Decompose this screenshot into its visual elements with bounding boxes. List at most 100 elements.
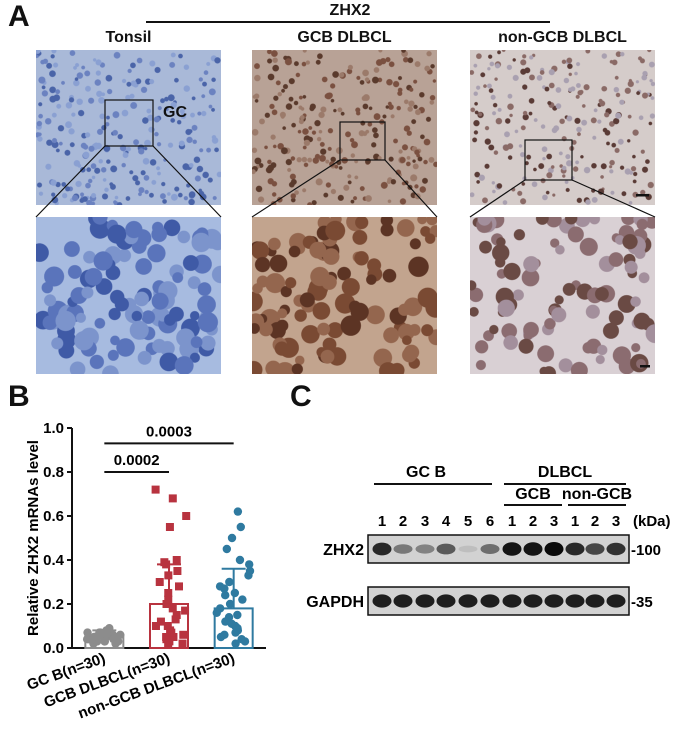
zoom-box-non-gcb	[524, 139, 573, 181]
data-point	[224, 613, 234, 622]
data-point	[231, 639, 240, 648]
data-point	[240, 637, 250, 646]
data-point	[151, 622, 160, 630]
data-point	[238, 595, 247, 604]
data-point	[155, 578, 164, 586]
zoom-box-tonsil	[104, 99, 154, 147]
subgroup-label-gcb: GCB	[515, 486, 551, 503]
panel-a-overlay	[35, 99, 656, 368]
zoom-line-gcb-right	[384, 159, 438, 218]
lane-number: 5	[464, 513, 472, 530]
y-tick-label: 0.8	[43, 464, 64, 481]
y-axis-label: Relative ZHX2 mRNAs level	[25, 440, 42, 636]
p-value-label: 0.0002	[114, 452, 160, 469]
zoom-line-non-gcb-right	[571, 179, 656, 218]
data-point	[225, 577, 234, 587]
panel-c-letter: C	[290, 380, 312, 413]
data-point	[233, 610, 242, 620]
lane-number: 4	[442, 513, 451, 530]
data-point	[151, 485, 160, 494]
zoom-line-tonsil-left	[35, 145, 106, 218]
blot-band	[544, 594, 564, 608]
zhx2-group-label: ZHX2	[329, 2, 371, 19]
data-point	[169, 633, 178, 641]
scale-bar-low	[636, 194, 649, 197]
micrograph-tonsil-high	[36, 217, 221, 374]
data-point	[156, 617, 165, 626]
data-point	[111, 635, 120, 644]
data-point	[227, 533, 237, 543]
y-tick-label: 0.6	[43, 508, 64, 525]
lane-number: 1	[571, 513, 579, 530]
bar	[213, 607, 254, 649]
data-point	[220, 630, 229, 639]
micrograph-tonsil-low	[36, 50, 221, 205]
data-point	[220, 584, 229, 593]
data-point	[222, 544, 232, 554]
blot-band	[523, 542, 543, 556]
panel-a-letter: A	[8, 0, 30, 33]
data-point	[172, 556, 181, 564]
blot-band	[585, 594, 605, 608]
lane-number: 6	[486, 513, 494, 530]
data-point	[167, 628, 176, 637]
blot-band	[415, 594, 435, 608]
blot-band	[480, 594, 500, 608]
micrograph-non-gcb-high	[470, 217, 655, 374]
panel-b-letter: B	[8, 380, 30, 413]
lane-number: 2	[529, 513, 537, 530]
data-point	[168, 494, 177, 503]
data-point	[227, 619, 236, 628]
blot-band	[502, 594, 522, 608]
blot-band	[565, 594, 585, 608]
zhx2-group-line	[146, 21, 550, 23]
zoom-line-tonsil-right	[152, 145, 222, 218]
y-tick-label: 0.0	[43, 640, 64, 657]
blot-band	[606, 542, 626, 556]
subgroup-label-non-gcb: non-GCB	[562, 486, 632, 503]
column-title-gcb-dlbcl: GCB DLBCL	[297, 29, 392, 46]
column-title-tonsil: Tonsil	[105, 29, 152, 46]
data-point	[236, 522, 245, 532]
data-point	[160, 558, 169, 567]
data-point	[230, 588, 240, 598]
blot-band	[458, 594, 478, 608]
data-point	[245, 566, 255, 576]
zoom-box-gcb	[339, 121, 386, 161]
blot-band	[436, 543, 456, 555]
lane-number: 3	[612, 513, 620, 530]
blot-band	[393, 594, 413, 608]
data-point	[165, 523, 174, 531]
data-point	[212, 608, 221, 617]
data-point	[93, 632, 102, 642]
data-point	[105, 624, 114, 633]
data-point	[83, 628, 92, 637]
blot-band	[606, 594, 626, 608]
data-point	[164, 639, 173, 648]
column-title-non-gcb-dlbcl: non-GCB DLBCL	[498, 29, 627, 46]
scale-bar-high	[640, 365, 650, 368]
micrograph-gcb-high	[252, 217, 437, 374]
data-point	[171, 615, 180, 624]
kda-label: (kDa)	[633, 513, 671, 530]
blot-band	[523, 594, 543, 608]
zoom-line-non-gcb-left	[469, 179, 526, 218]
blot-band	[372, 594, 392, 608]
micrograph-non-gcb-low	[470, 50, 655, 205]
blot-band	[480, 544, 500, 554]
data-point	[174, 582, 183, 591]
zoom-line-gcb-left	[251, 159, 341, 218]
lane-number: 2	[591, 513, 599, 530]
molecular-weight-marker: -35	[631, 594, 653, 611]
data-point	[162, 633, 171, 641]
y-tick-label: 0.4	[43, 552, 65, 569]
data-point	[172, 611, 181, 619]
blot-band	[393, 544, 413, 554]
data-point	[168, 604, 177, 613]
data-point	[233, 507, 243, 516]
lane-number: 1	[508, 513, 516, 530]
blot-band	[436, 594, 456, 608]
data-point	[173, 567, 182, 575]
